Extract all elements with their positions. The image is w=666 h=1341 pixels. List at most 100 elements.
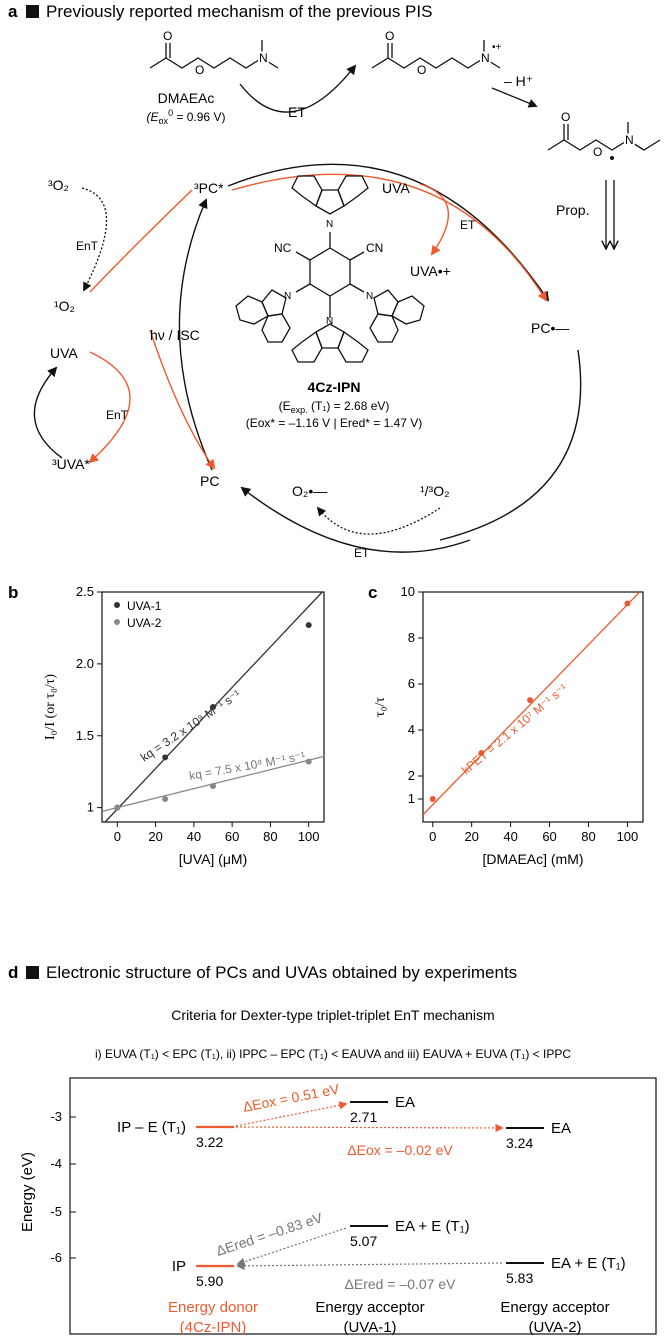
x-tick-label: 0 xyxy=(429,829,436,844)
data-point-series-2 xyxy=(210,783,216,790)
cz-redox-label: (Eox* = –1.16 V | Ered* = 1.47 V) xyxy=(246,416,423,430)
x-tick-label: 60 xyxy=(542,829,556,844)
pc-label: PC xyxy=(200,473,219,489)
y-tick-label: 2.5 xyxy=(76,584,94,599)
acceptor2-caption-sub: (UVA-2) xyxy=(528,1319,581,1336)
ytick-minus6: -6 xyxy=(50,1250,62,1265)
uva-label-top: UVA xyxy=(382,180,410,196)
radical-cation-structure xyxy=(371,40,501,69)
x-tick-label: 80 xyxy=(263,829,277,844)
dmaeac-o2-label: O xyxy=(195,63,204,77)
x-tick-label: 40 xyxy=(187,829,201,844)
x-tick-label: 100 xyxy=(298,829,320,844)
x-tick-label: 0 xyxy=(114,829,121,844)
kpet-annotation: kPET = 2.1 x 10⁷ M⁻¹ s⁻¹ xyxy=(459,681,570,777)
x-tick-label: 20 xyxy=(464,829,478,844)
ent-uva-label: EnT xyxy=(106,408,129,422)
donor-caption: Energy donor xyxy=(168,1299,258,1316)
legend-uva2-marker xyxy=(114,619,120,625)
y-tick-label: 10 xyxy=(401,584,415,599)
acceptor1-eaet1-value: 5.07 xyxy=(350,1233,377,1249)
y-tick-label: 1.5 xyxy=(76,728,94,743)
alpha-amino-radical-structure xyxy=(547,122,661,151)
4cz-ipn-structure xyxy=(235,175,425,363)
cz-n-top: N xyxy=(326,219,333,230)
panel-c-plot: 0 20 40 60 80 100 1 2 4 6 8 10 xyxy=(401,584,641,844)
cycle-arc-left xyxy=(178,198,213,471)
hv-isc-label: hν / ISC xyxy=(150,327,200,343)
et-label-top: ET xyxy=(288,104,306,120)
dmaeac-structure xyxy=(149,40,279,69)
cz-name-label: 4Cz-IPN xyxy=(308,379,361,395)
panel-a-letter: a xyxy=(8,2,18,21)
acceptor2-ea-label: EA xyxy=(551,1120,571,1137)
donor-ip-et1-value: 3.22 xyxy=(196,1134,223,1150)
radcat-o-label: O xyxy=(385,29,394,43)
panel-a-square-icon xyxy=(26,5,39,18)
acceptor1-caption: Energy acceptor xyxy=(315,1299,424,1316)
cz-n-bottom: N xyxy=(326,316,333,327)
delta-ered-2-label: ΔEred = –0.07 eV xyxy=(345,1276,457,1292)
pc-star-to-o2-orange xyxy=(89,189,193,293)
criteria-text: i) EUVA (T₁) < EPC (T₁), ii) IPPC – EPC … xyxy=(95,1047,571,1061)
et-arrow-dmaeac xyxy=(239,64,357,113)
dmaeac-potential: (Eox0 = 0.96 V) xyxy=(147,108,226,126)
uva-label-left: UVA xyxy=(50,345,78,361)
dmaeac-label: DMAEAc xyxy=(158,90,215,106)
panel-d-yticks xyxy=(70,1116,76,1259)
y-tick-label: 2.0 xyxy=(76,656,94,671)
panel-d-frame xyxy=(69,1077,657,1335)
panel-d: d Electronic structure of PCs and UVAs o… xyxy=(8,963,657,1336)
panel-d-title: Electronic structure of PCs and UVAs obt… xyxy=(46,963,517,982)
ent-o2-arrow xyxy=(81,187,108,292)
ytick-minus4: -4 xyxy=(50,1156,62,1171)
panel-a: a Previously reported mechanism of the p… xyxy=(8,2,661,560)
acceptor1-ea-label: EA xyxy=(395,1094,415,1111)
panel-b-frame xyxy=(101,591,325,823)
data-point-series-2 xyxy=(114,804,121,811)
y-tick-label: 2 xyxy=(408,768,415,783)
ent-o2-label: EnT xyxy=(76,239,99,253)
uva-cycle-arrow xyxy=(33,366,63,459)
prop-label: Prop. xyxy=(556,202,589,218)
radical-o-label: O xyxy=(561,110,570,124)
uva-triplet-label: ³UVA* xyxy=(52,456,90,472)
panel-c-ylabel: τ₀/τ xyxy=(373,697,388,717)
radcat-n-label-fg: N xyxy=(481,51,490,65)
radical-dot xyxy=(610,156,614,160)
orange-to-pc-arrow xyxy=(149,329,216,470)
radical-n-label-fg: N xyxy=(625,133,634,147)
acceptor2-ea-value: 3.24 xyxy=(506,1135,533,1151)
panel-b-xlabel: [UVA] (μM) xyxy=(179,851,247,867)
delta-ered-1-label: ΔEred = –0.83 eV xyxy=(214,1209,325,1259)
panel-c-letter: c xyxy=(368,583,377,602)
acceptor2-eaet1-label: EA + E (T₁) xyxy=(551,1255,626,1272)
uva-et-arrow xyxy=(419,183,450,256)
x-tick-label: 80 xyxy=(581,829,595,844)
delta-eox-1-arrow xyxy=(235,1101,348,1127)
acceptor1-caption-sub: (UVA-1) xyxy=(343,1319,396,1336)
kq1-annotation: kq = 3.2 x 10⁹ M⁻¹ s⁻¹ xyxy=(138,687,243,764)
minus-h-label: – H⁺ xyxy=(504,73,533,89)
radcat-o2-label: O xyxy=(417,63,426,77)
ytick-minus3: -3 xyxy=(50,1109,62,1124)
panel-b-ylabel: I₀/I (or τ₀/τ) xyxy=(43,674,58,740)
panel-d-ylabel: Energy (eV) xyxy=(19,1152,36,1232)
ytick-minus5: -5 xyxy=(50,1204,62,1219)
o2-13-label: ¹/³O₂ xyxy=(420,483,450,499)
delta-ered-1-arrow xyxy=(236,1227,347,1266)
cycle-arc-bottom xyxy=(240,486,471,553)
data-point-series-2 xyxy=(305,758,312,765)
y-tick-label: 1 xyxy=(87,800,94,815)
acceptor2-caption: Energy acceptor xyxy=(500,1299,609,1316)
legend-uva2-label: UVA-2 xyxy=(127,616,162,630)
y-tick-label: 8 xyxy=(408,630,415,645)
dmaeac-n-label: N xyxy=(259,51,268,65)
y-tick-label: 4 xyxy=(408,722,415,737)
data-point-series-1 xyxy=(478,750,485,756)
radical-n-label: N xyxy=(625,133,634,147)
legend-uva1-label: UVA-1 xyxy=(127,599,162,613)
x-tick-label: 60 xyxy=(225,829,239,844)
radcat-charge: •+ xyxy=(492,42,502,53)
